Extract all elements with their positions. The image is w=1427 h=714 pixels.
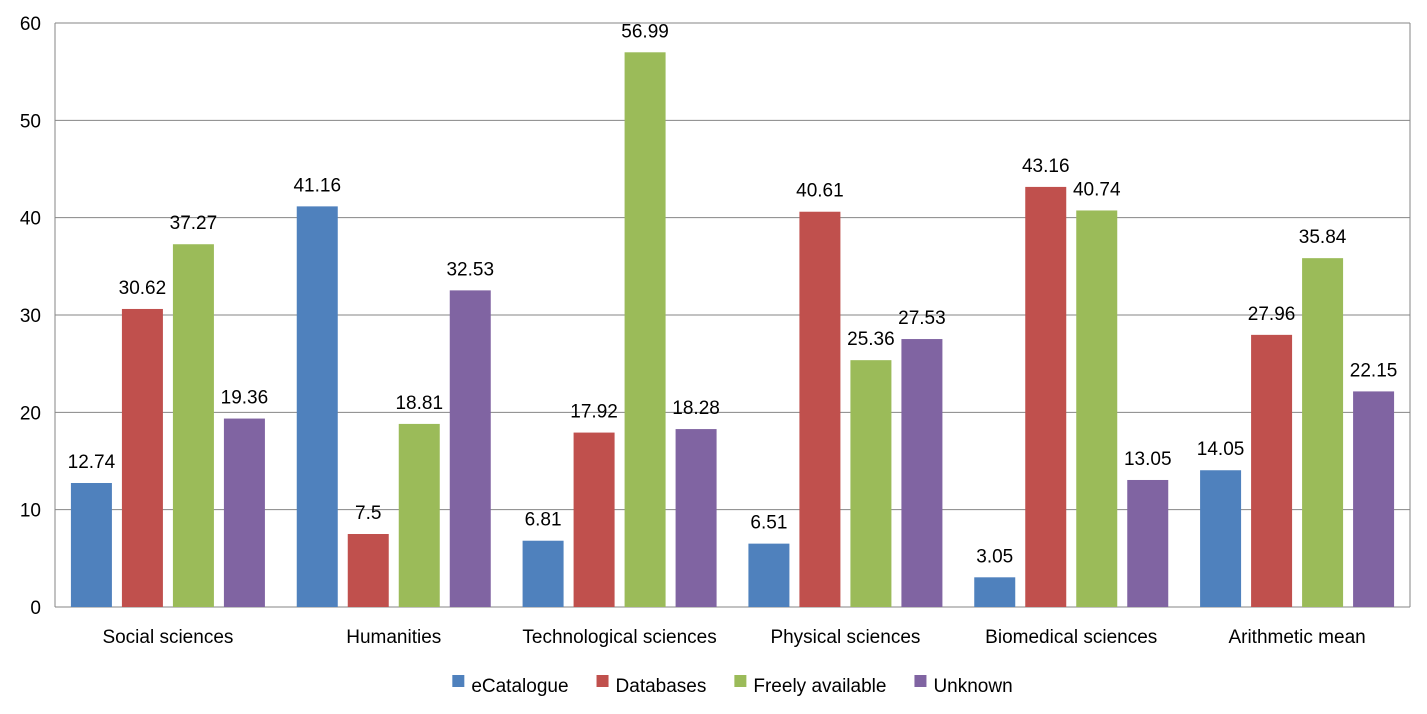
y-tick-label: 20: [20, 403, 41, 424]
bar: [675, 429, 717, 607]
bar: [850, 360, 892, 607]
x-tick-label: Biomedical sciences: [985, 627, 1157, 648]
bar: [296, 206, 338, 607]
bar: [1127, 479, 1169, 607]
bar: [1353, 391, 1395, 607]
y-tick-label: 50: [20, 111, 41, 132]
bar: [70, 482, 112, 607]
data-label: 12.74: [68, 452, 116, 473]
x-tick-label: Humanities: [346, 627, 441, 648]
bar: [1200, 470, 1242, 607]
x-tick-label: Technological sciences: [522, 627, 716, 648]
legend-swatch: [734, 675, 747, 687]
y-tick-label: 30: [20, 306, 41, 327]
bar: [1025, 186, 1067, 607]
data-label: 3.05: [976, 546, 1013, 567]
x-tick-label: Arithmetic mean: [1228, 627, 1365, 648]
legend-swatch: [914, 675, 927, 687]
data-label: 17.92: [570, 402, 618, 423]
bar: [398, 423, 440, 607]
legend-label: Databases: [616, 676, 707, 697]
y-tick-label: 0: [30, 598, 41, 619]
bar: [1076, 210, 1118, 608]
bar: [573, 432, 615, 607]
data-label: 14.05: [1197, 439, 1245, 460]
bar: [172, 244, 214, 608]
data-label: 30.62: [119, 278, 167, 299]
data-label: 7.5: [355, 503, 381, 524]
bar: [799, 211, 841, 607]
bar: [974, 577, 1016, 607]
x-tick-label: Physical sciences: [770, 627, 920, 648]
bar: [522, 540, 564, 607]
bar: [223, 418, 265, 607]
y-tick-label: 10: [20, 501, 41, 522]
data-label: 41.16: [293, 175, 341, 196]
bar: [1251, 334, 1293, 607]
data-label: 18.81: [395, 393, 443, 414]
legend-swatch: [452, 675, 465, 687]
data-label: 25.36: [847, 329, 895, 350]
y-tick-label: 40: [20, 209, 41, 230]
legend-label: Freely available: [753, 676, 886, 697]
data-label: 40.74: [1073, 179, 1121, 200]
data-label: 18.28: [672, 398, 720, 419]
bar: [347, 534, 389, 607]
bar: [121, 308, 163, 607]
legend-label: Unknown: [933, 676, 1012, 697]
data-label: 32.53: [446, 259, 494, 280]
x-tick-label: Social sciences: [102, 627, 233, 648]
data-label: 27.53: [898, 308, 946, 329]
data-label: 6.81: [525, 510, 562, 531]
legend-swatch: [596, 675, 609, 687]
data-label: 35.84: [1299, 227, 1347, 248]
data-label: 13.05: [1124, 449, 1172, 470]
data-label: 6.51: [750, 513, 787, 534]
data-label: 27.96: [1248, 304, 1296, 325]
data-label: 19.36: [221, 388, 269, 409]
data-label: 40.61: [796, 181, 844, 202]
bar: [1302, 258, 1344, 607]
data-label: 56.99: [621, 21, 669, 42]
bar: [624, 52, 666, 607]
data-label: 43.16: [1022, 156, 1070, 177]
data-label: 22.15: [1350, 360, 1398, 381]
data-label: 37.27: [170, 213, 218, 234]
legend-label: eCatalogue: [471, 676, 568, 697]
bar: [748, 543, 790, 607]
bar: [901, 339, 943, 607]
y-tick-label: 60: [20, 14, 41, 35]
legend: eCatalogue Databases Freely available Unkno…: [452, 675, 1013, 697]
bar: [449, 290, 491, 607]
